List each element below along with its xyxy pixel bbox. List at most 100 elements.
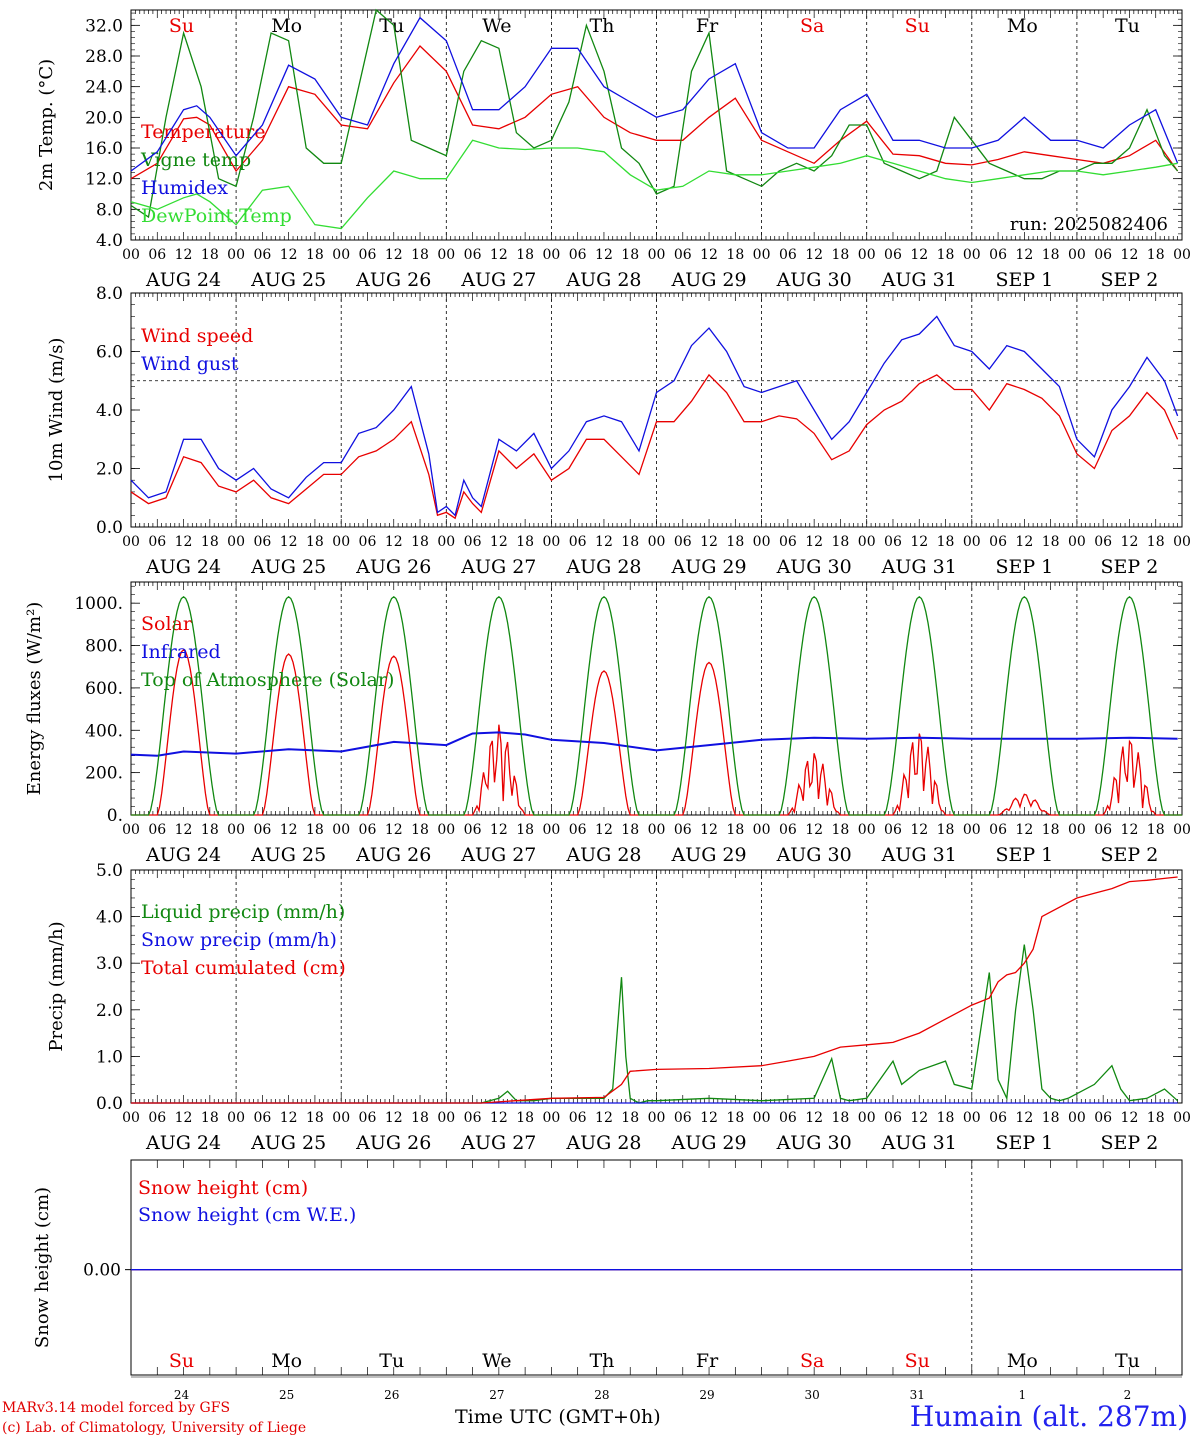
temp-hour-label: 18 [411, 247, 429, 263]
snow-y-axis-label: Snow height (cm) [32, 1187, 53, 1348]
temp-hour-label: 18 [201, 247, 219, 263]
precip-date-label: AUG 24 [145, 1132, 221, 1154]
precip-hour-label: 06 [359, 1110, 377, 1126]
wind-hour-label: 18 [832, 534, 850, 550]
temp-hour-label: 12 [1121, 247, 1139, 263]
temp-date-label: AUG 28 [565, 269, 641, 291]
temp-hour-label: 00 [858, 247, 876, 263]
precip-legend-entry: Liquid precip (mm/h) [141, 901, 345, 923]
station-name: Humain (alt. 287m) [909, 1400, 1188, 1433]
wind-hour-label: 00 [437, 534, 455, 550]
wind-date-label: AUG 24 [145, 556, 221, 578]
wind-hour-label: 00 [753, 534, 771, 550]
precip-hour-label: 18 [1042, 1110, 1060, 1126]
energy-hour-label: 00 [122, 822, 140, 838]
snow-day-number: 29 [699, 1388, 714, 1402]
wind-date-label: AUG 31 [881, 556, 957, 578]
precip-hour-label: 06 [779, 1110, 797, 1126]
wind-hour-label: 12 [385, 534, 403, 550]
precip-date-label: AUG 26 [355, 1132, 431, 1154]
temp-hour-label: 06 [148, 247, 166, 263]
wind-hour-label-end: 00 [1173, 534, 1191, 550]
temp-date-label: AUG 27 [460, 269, 536, 291]
energy-hour-label: 00 [332, 822, 350, 838]
energy-hour-label: 18 [201, 822, 219, 838]
wind-date-label: AUG 30 [776, 556, 852, 578]
precip-date-label: AUG 30 [776, 1132, 852, 1154]
temp-hour-label: 12 [385, 247, 403, 263]
energy-hour-label: 12 [700, 822, 718, 838]
temp-hour-label: 18 [726, 247, 744, 263]
energy-y-tick-label: 600. [85, 679, 123, 699]
energy-hour-label: 18 [621, 822, 639, 838]
precip-hour-label: 18 [621, 1110, 639, 1126]
wind-hour-label: 12 [1015, 534, 1033, 550]
energy-date-label: AUG 25 [250, 844, 326, 866]
precip-hour-label: 18 [201, 1110, 219, 1126]
energy-hour-label: 18 [306, 822, 324, 838]
wind-hour-label: 00 [858, 534, 876, 550]
temp-date-label: SEP 2 [1101, 269, 1159, 291]
temp-hour-label: 12 [175, 247, 193, 263]
wind-hour-label: 06 [884, 534, 902, 550]
wind-date-label: AUG 27 [460, 556, 536, 578]
snow-weekday-label: Mo [271, 1350, 302, 1372]
energy-series-line [130, 731, 1178, 757]
temp-y-tick-label: 12.0 [85, 170, 123, 190]
precip-hour-label: 00 [437, 1110, 455, 1126]
energy-hour-label: 12 [1015, 822, 1033, 838]
precip-hour-label: 00 [122, 1110, 140, 1126]
energy-date-label: AUG 29 [670, 844, 746, 866]
snow-weekday-label: Fr [696, 1350, 719, 1372]
energy-hour-label: 06 [1094, 822, 1112, 838]
wind-hour-label: 06 [464, 534, 482, 550]
wind-hour-label: 18 [1042, 534, 1060, 550]
wind-hour-label: 06 [569, 534, 587, 550]
temp-weekday-label: Fr [696, 15, 719, 37]
wind-y-tick-label: 8.0 [96, 284, 123, 304]
wind-hour-label: 00 [963, 534, 981, 550]
temp-hour-label: 06 [884, 247, 902, 263]
wind-y-tick-label: 0.0 [96, 518, 123, 538]
snow-y-tick-label: 0.00 [83, 1261, 121, 1281]
wind-hour-label: 18 [726, 534, 744, 550]
temp-hour-label: 00 [648, 247, 666, 263]
wind-date-label: AUG 25 [250, 556, 326, 578]
energy-legend-entry: Top of Atmosphere (Solar) [141, 669, 394, 691]
temp-series-line [130, 139, 1178, 230]
wind-hour-label: 18 [411, 534, 429, 550]
energy-y-tick-label: 0. [107, 806, 123, 826]
energy-date-label: SEP 1 [995, 844, 1053, 866]
energy-hour-label: 06 [253, 822, 271, 838]
precip-hour-label: 06 [464, 1110, 482, 1126]
wind-hour-label: 00 [542, 534, 560, 550]
energy-legend-entry: Infrared [141, 641, 221, 663]
temp-hour-label: 12 [805, 247, 823, 263]
precip-hour-label: 06 [989, 1110, 1007, 1126]
temp-date-label: AUG 30 [776, 269, 852, 291]
temp-y-axis-label: 2m Temp. (°C) [36, 59, 57, 191]
temp-hour-label: 12 [910, 247, 928, 263]
wind-hour-label: 18 [306, 534, 324, 550]
precip-hour-label: 00 [858, 1110, 876, 1126]
temp-hour-label: 12 [490, 247, 508, 263]
energy-hour-label: 18 [937, 822, 955, 838]
precip-y-tick-label: 5.0 [96, 861, 123, 881]
precip-hour-label: 06 [253, 1110, 271, 1126]
temp-date-label: AUG 29 [670, 269, 746, 291]
precip-date-label: AUG 31 [881, 1132, 957, 1154]
wind-date-label: AUG 28 [565, 556, 641, 578]
temp-hour-label: 00 [963, 247, 981, 263]
wind-hour-label: 12 [280, 534, 298, 550]
wind-hour-label: 00 [648, 534, 666, 550]
temp-hour-label: 06 [359, 247, 377, 263]
energy-hour-label: 06 [674, 822, 692, 838]
precip-hour-label: 12 [175, 1110, 193, 1126]
energy-y-tick-label: 1000. [74, 594, 123, 614]
energy-hour-label: 12 [175, 822, 193, 838]
snow-day-number: 26 [384, 1388, 399, 1402]
temp-hour-label: 12 [700, 247, 718, 263]
model-credit: MARv3.14 model forced by GFS [2, 1400, 231, 1416]
precip-hour-label: 06 [674, 1110, 692, 1126]
